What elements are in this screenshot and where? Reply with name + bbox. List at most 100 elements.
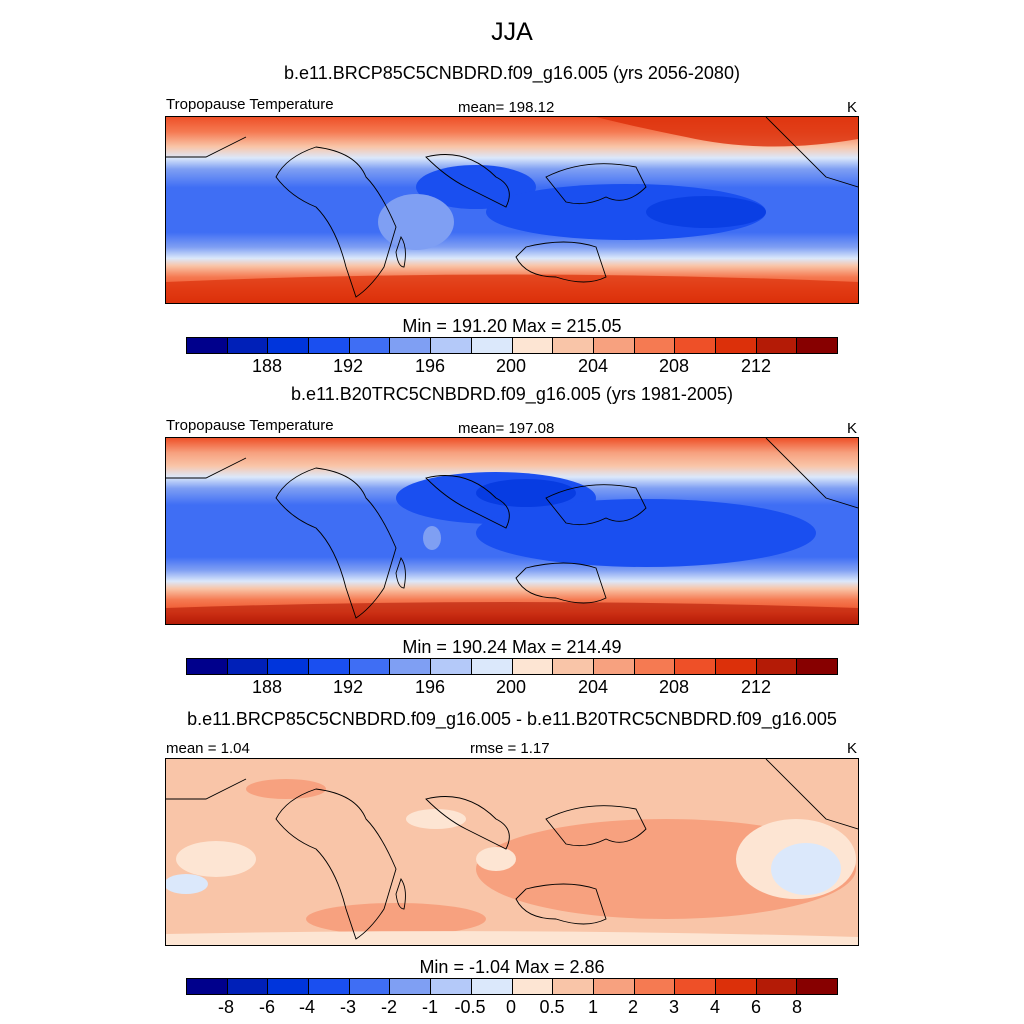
panel1-case-title: b.e11.BRCP85C5CNBDRD.f09_g16.005 (yrs 20… (284, 63, 740, 83)
colorbar-swatch (187, 979, 228, 994)
colorbar-swatch (227, 979, 269, 994)
panel3-colorbar-tick: -4 (298, 997, 315, 1017)
colorbar-swatch (634, 979, 676, 994)
colorbar-swatch (593, 979, 635, 994)
panel1-colorbar-tick: 196 (414, 356, 446, 376)
colorbar-swatch (756, 979, 798, 994)
panel2-mean-label: mean= 197.08 (458, 420, 555, 437)
colorbar-swatch (715, 659, 757, 674)
panel3-colorbar-tick: -3 (339, 997, 356, 1017)
panel1-contour-field (166, 117, 858, 303)
colorbar-swatch (390, 338, 432, 353)
colorbar-swatch (675, 659, 716, 674)
colorbar-swatch (756, 338, 798, 353)
colorbar-swatch (593, 659, 635, 674)
colorbar-swatch (268, 659, 310, 674)
colorbar-swatch (187, 338, 228, 353)
colorbar-swatch (512, 659, 554, 674)
colorbar-swatch (634, 659, 676, 674)
panel3-contour-field (166, 759, 858, 945)
colorbar-swatch (797, 338, 837, 353)
panel2-units-label: K (847, 420, 858, 437)
colorbar-swatch (309, 979, 350, 994)
panel3-colorbar-tick: -8 (217, 997, 234, 1017)
panel1-mean-label: mean= 198.12 (458, 99, 555, 116)
panel1-colorbar-tick: 188 (251, 356, 283, 376)
colorbar-swatch (553, 338, 594, 353)
panel2-colorbar-tick: 196 (414, 677, 446, 697)
colorbar-swatch (268, 338, 310, 353)
colorbar-swatch (471, 659, 513, 674)
panel3-colorbar (186, 978, 838, 995)
panel2-colorbar-tick: 200 (495, 677, 527, 697)
panel2-variable-label: Tropopause Temperature (166, 417, 334, 434)
panel3-rmse-label: rmse = 1.17 (470, 740, 550, 757)
panel1-units-label: K (847, 99, 858, 116)
panel3-units-label: K (847, 740, 858, 757)
panel1-colorbar-tick: 208 (658, 356, 690, 376)
panel3-colorbar-tick: 1 (587, 997, 598, 1017)
colorbar-swatch (471, 338, 513, 353)
panel3-colorbar-tick: -0.5 (454, 997, 486, 1017)
panel1-colorbar-tick: 192 (332, 356, 364, 376)
colorbar-swatch (390, 979, 432, 994)
colorbar-swatch (675, 338, 716, 353)
colorbar-swatch (227, 338, 269, 353)
panel3-colorbar-tick: 0.5 (539, 997, 565, 1017)
panel3-map (165, 758, 859, 946)
panel3-colorbar-tick: 6 (750, 997, 761, 1017)
panel2-colorbar-tick: 212 (740, 677, 772, 697)
colorbar-swatch (431, 979, 472, 994)
panel2-colorbar (186, 658, 838, 675)
panel3-case-title: b.e11.BRCP85C5CNBDRD.f09_g16.005 - b.e11… (187, 709, 837, 729)
panel1-colorbar-tick: 212 (740, 356, 772, 376)
colorbar-swatch (553, 979, 594, 994)
colorbar-swatch (268, 979, 310, 994)
colorbar-swatch (309, 659, 350, 674)
colorbar-swatch (715, 979, 757, 994)
colorbar-swatch (715, 338, 757, 353)
panel1-colorbar-tick: 204 (577, 356, 609, 376)
panel3-colorbar-tick: 4 (709, 997, 720, 1017)
colorbar-swatch (512, 979, 554, 994)
panel2-colorbar-tick: 188 (251, 677, 283, 697)
colorbar-swatch (593, 338, 635, 353)
panel2-case-title: b.e11.B20TRC5CNBDRD.f09_g16.005 (yrs 198… (291, 384, 733, 404)
panel3-colorbar-tick: 3 (668, 997, 679, 1017)
panel2-map (165, 437, 859, 625)
colorbar-swatch (390, 659, 432, 674)
panel1-colorbar-tick: 200 (495, 356, 527, 376)
colorbar-swatch (471, 979, 513, 994)
colorbar-swatch (187, 659, 228, 674)
panel3-mean-label: mean = 1.04 (166, 740, 250, 757)
colorbar-swatch (797, 659, 837, 674)
colorbar-swatch (634, 338, 676, 353)
colorbar-swatch (756, 659, 798, 674)
panel1-colorbar-title: Min = 191.20 Max = 215.05 (402, 316, 622, 336)
colorbar-swatch (512, 338, 554, 353)
colorbar-swatch (349, 979, 391, 994)
panel3-colorbar-tick: -6 (258, 997, 275, 1017)
colorbar-swatch (431, 338, 472, 353)
colorbar-swatch (227, 659, 269, 674)
colorbar-swatch (797, 979, 837, 994)
colorbar-swatch (431, 659, 472, 674)
panel3-colorbar-tick: 0 (505, 997, 516, 1017)
panel1-variable-label: Tropopause Temperature (166, 96, 334, 113)
panel2-colorbar-tick: 192 (332, 677, 364, 697)
panel3-colorbar-tick: -1 (421, 997, 438, 1017)
colorbar-swatch (309, 338, 350, 353)
panel3-colorbar-title: Min = -1.04 Max = 2.86 (419, 957, 605, 977)
panel3-colorbar-tick: 8 (791, 997, 802, 1017)
panel2-colorbar-tick: 204 (577, 677, 609, 697)
panel1-map (165, 116, 859, 304)
panel2-contour-field (166, 438, 858, 624)
figure-title: JJA (491, 18, 533, 46)
panel3-colorbar-tick: 2 (627, 997, 638, 1017)
colorbar-swatch (675, 979, 716, 994)
panel2-colorbar-tick: 208 (658, 677, 690, 697)
colorbar-swatch (349, 659, 391, 674)
panel3-colorbar-tick: -2 (380, 997, 397, 1017)
colorbar-swatch (553, 659, 594, 674)
panel1-colorbar (186, 337, 838, 354)
